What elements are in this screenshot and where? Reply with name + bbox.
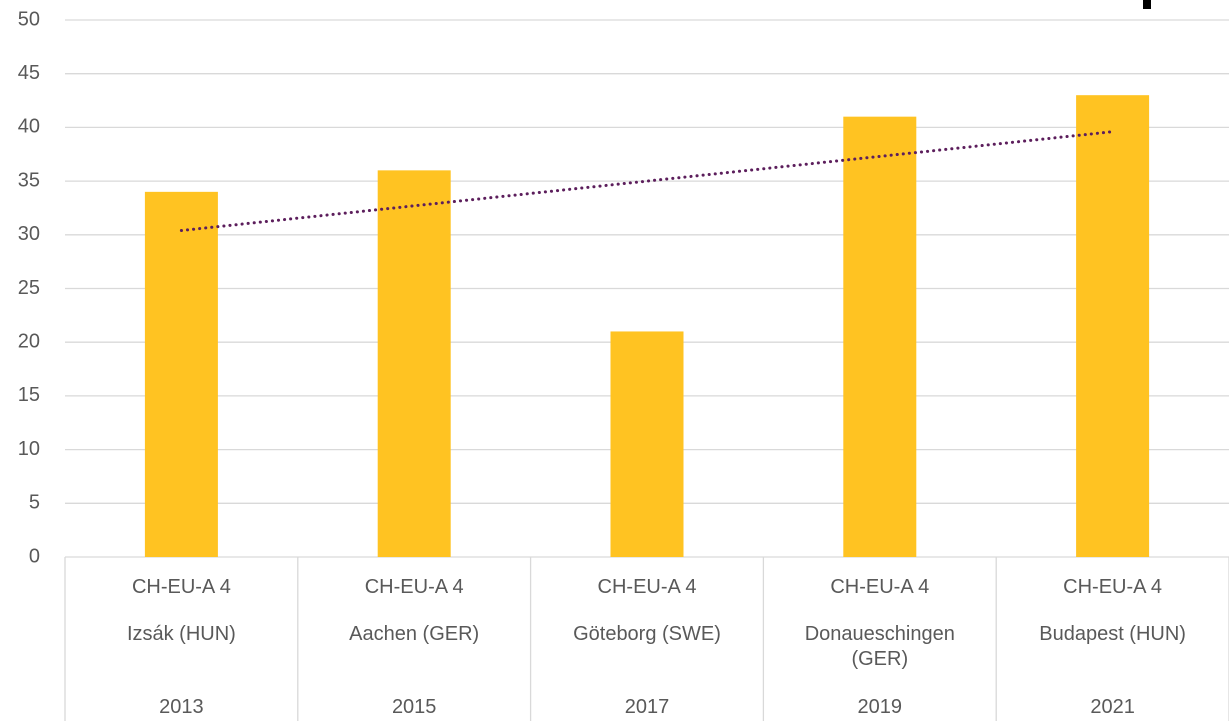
bar [144, 191, 218, 557]
category-group: CH-EU-A 4 [1063, 576, 1163, 598]
category-year: 2013 [159, 696, 204, 718]
category-label: Aachen (GER) [349, 623, 480, 645]
y-tick-label: 25 [18, 277, 40, 299]
trendline [179, 130, 1115, 233]
category-group: CH-EU-A 4 [364, 576, 464, 598]
category-group: CH-EU-A 4 [131, 576, 231, 598]
category-year: 2021 [1090, 696, 1135, 718]
cut-off-mark [1143, 0, 1151, 9]
category-label: Budapest (HUN) [1039, 623, 1186, 645]
bar [377, 170, 451, 558]
category-label: Donaueschingen (GER) [804, 623, 955, 670]
y-tick-label: 40 [18, 116, 40, 138]
y-tick-label: 5 [29, 492, 40, 514]
category-year: 2019 [857, 696, 903, 718]
category-year: 2015 [391, 696, 437, 718]
category-group: CH-EU-A 4 [597, 576, 697, 598]
bar [1076, 95, 1150, 558]
y-tick-label: 45 [18, 62, 40, 84]
y-tick-label: 50 [18, 8, 40, 30]
y-tick-label: 35 [18, 169, 40, 191]
y-tick-label: 20 [18, 330, 40, 352]
category-group: CH-EU-A 4 [830, 576, 930, 598]
bar [843, 116, 917, 557]
y-tick-label: 15 [18, 384, 40, 406]
category-label: Izsák (HUN) [126, 623, 236, 645]
category-label: Göteborg (SWE) [573, 623, 721, 645]
category-year: 2017 [624, 696, 670, 718]
y-tick-label: 0 [29, 545, 40, 567]
bar [610, 331, 684, 557]
y-tick-label: 30 [18, 223, 40, 245]
y-tick-label: 10 [18, 438, 40, 460]
